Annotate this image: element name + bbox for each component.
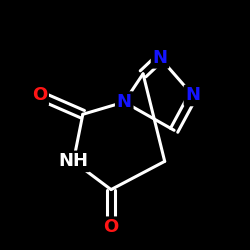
- Text: NH: NH: [58, 152, 88, 170]
- Text: N: N: [117, 93, 132, 111]
- Text: O: O: [32, 86, 47, 104]
- Text: O: O: [104, 218, 119, 236]
- Text: N: N: [152, 49, 168, 67]
- Text: N: N: [186, 86, 200, 104]
